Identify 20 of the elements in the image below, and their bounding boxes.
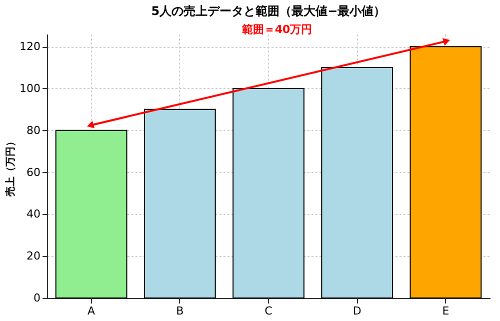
- y-tick-label: 100: [20, 82, 40, 95]
- bar: [144, 108, 216, 298]
- x-tick-label: C: [264, 304, 273, 318]
- x-tick-label: D: [352, 304, 362, 318]
- bar: [55, 130, 128, 298]
- y-tick-label: 0: [34, 292, 40, 304]
- bar: [232, 88, 304, 298]
- x-tick-label: B: [176, 304, 184, 318]
- x-tick-label: E: [442, 304, 450, 318]
- bar: [410, 46, 482, 298]
- y-tick-label: 80: [26, 124, 40, 137]
- x-tick-label: A: [88, 304, 96, 318]
- y-tick-label: 60: [26, 166, 40, 179]
- y-tick-label: 120: [20, 40, 40, 54]
- y-tick-label: 20: [26, 250, 40, 263]
- y-tick-label: 40: [26, 208, 40, 221]
- chart-title: 5人の売上データと範囲（最大値−最小値）: [151, 4, 386, 18]
- y-axis-title: 売上（万円）: [4, 136, 17, 196]
- bar: [321, 67, 394, 298]
- annotation: 範囲＝40万円: [240, 23, 312, 36]
